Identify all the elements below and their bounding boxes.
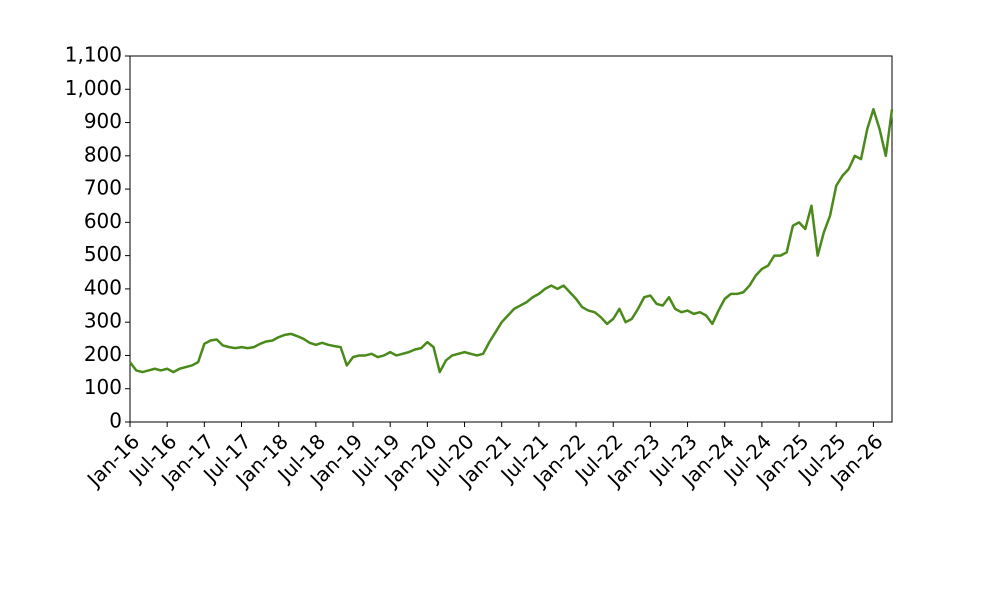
data-line bbox=[128, 107, 894, 374]
y-tick-label: 500 bbox=[84, 242, 122, 266]
y-tick-label: 100 bbox=[84, 375, 122, 399]
y-tick-label: 0 bbox=[109, 409, 122, 433]
y-tick-label: 1,100 bbox=[65, 43, 122, 67]
y-tick-label: 300 bbox=[84, 309, 122, 333]
y-tick-label: 800 bbox=[84, 142, 122, 166]
plot-frame bbox=[129, 55, 893, 423]
y-tick-label: 1,000 bbox=[65, 76, 122, 100]
y-tick-label: 200 bbox=[84, 342, 122, 366]
y-tick-label: 700 bbox=[84, 176, 122, 200]
y-tick-label: 600 bbox=[84, 209, 122, 233]
y-tick-label: 400 bbox=[84, 275, 122, 299]
y-tick-label: 900 bbox=[84, 109, 122, 133]
